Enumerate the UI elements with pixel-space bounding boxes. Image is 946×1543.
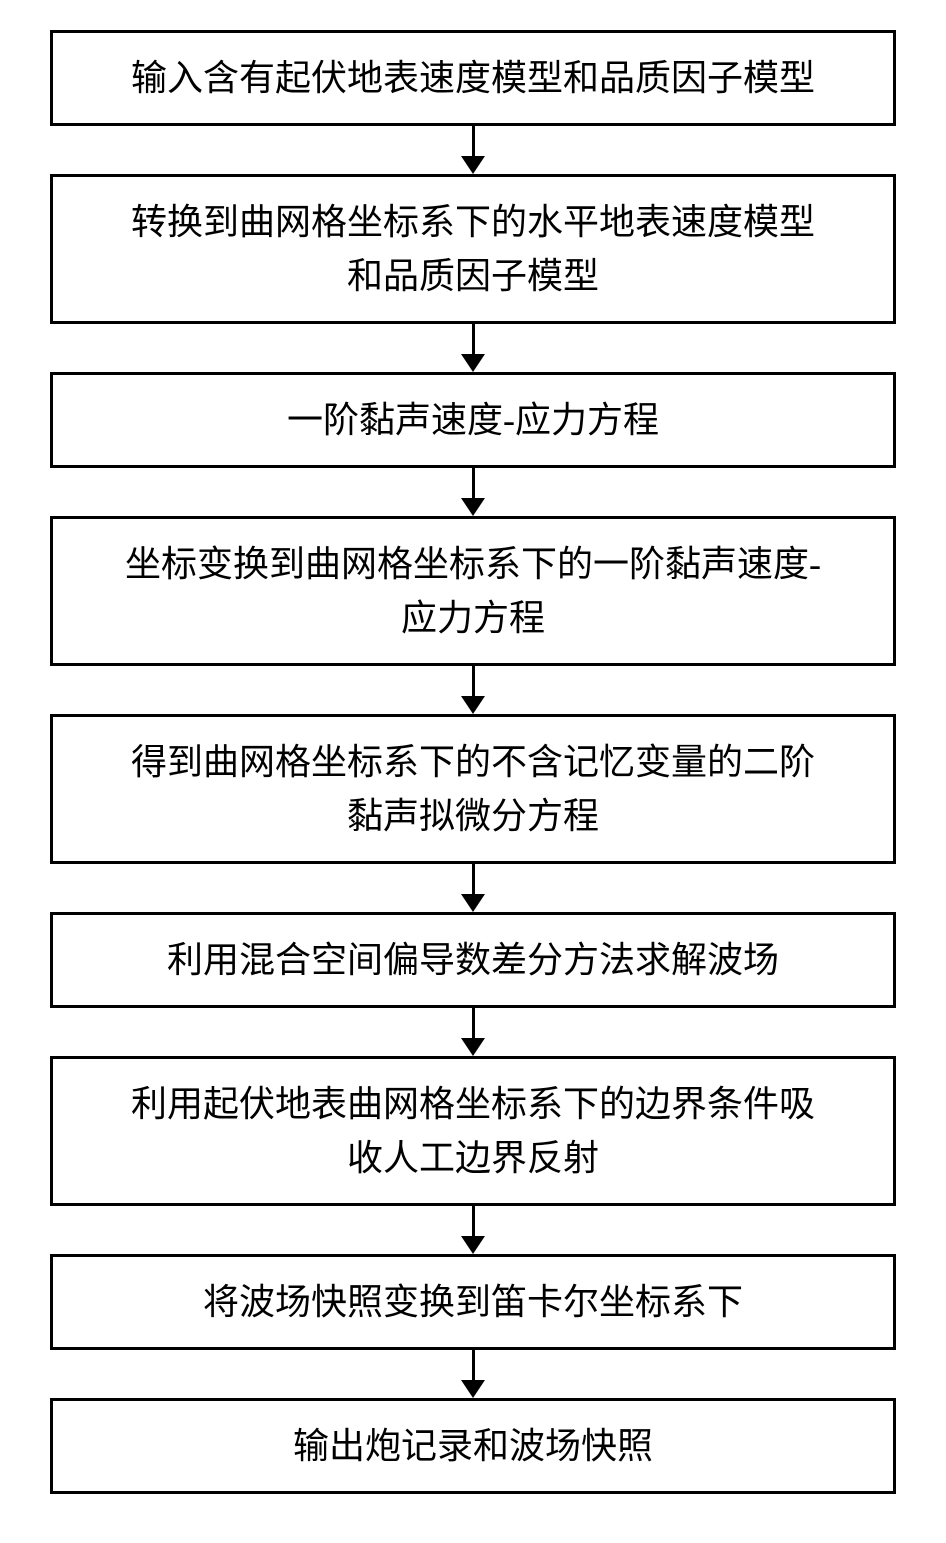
arrow-down-icon <box>461 666 485 714</box>
box-text: 坐标变换到曲网格坐标系下的一阶黏声速度- 应力方程 <box>125 537 821 645</box>
box-text: 得到曲网格坐标系下的不含记忆变量的二阶 黏声拟微分方程 <box>131 735 815 843</box>
arrow-line <box>472 666 475 696</box>
arrow-head <box>461 354 485 372</box>
arrow-line <box>472 1206 475 1236</box>
arrow-down-icon <box>461 1008 485 1056</box>
flowchart-box: 输出炮记录和波场快照 <box>50 1398 896 1494</box>
arrow-line <box>472 468 475 498</box>
box-text: 将波场快照变换到笛卡尔坐标系下 <box>203 1275 743 1329</box>
arrow-line <box>472 1350 475 1380</box>
flowchart-container: 输入含有起伏地表速度模型和品质因子模型 转换到曲网格坐标系下的水平地表速度模型 … <box>50 30 896 1494</box>
arrow-head <box>461 1236 485 1254</box>
box-text: 输入含有起伏地表速度模型和品质因子模型 <box>131 51 815 105</box>
arrow-head <box>461 498 485 516</box>
arrow-line <box>472 864 475 894</box>
arrow-head <box>461 156 485 174</box>
box-text: 利用起伏地表曲网格坐标系下的边界条件吸 收人工边界反射 <box>131 1077 815 1185</box>
arrow-line <box>472 126 475 156</box>
flowchart-box: 一阶黏声速度-应力方程 <box>50 372 896 468</box>
flowchart-box: 利用起伏地表曲网格坐标系下的边界条件吸 收人工边界反射 <box>50 1056 896 1206</box>
arrow-head <box>461 894 485 912</box>
arrow-head <box>461 696 485 714</box>
flowchart-box: 输入含有起伏地表速度模型和品质因子模型 <box>50 30 896 126</box>
flowchart-box: 将波场快照变换到笛卡尔坐标系下 <box>50 1254 896 1350</box>
flowchart-box: 坐标变换到曲网格坐标系下的一阶黏声速度- 应力方程 <box>50 516 896 666</box>
arrow-line <box>472 324 475 354</box>
arrow-down-icon <box>461 864 485 912</box>
box-text: 转换到曲网格坐标系下的水平地表速度模型 和品质因子模型 <box>131 195 815 303</box>
arrow-down-icon <box>461 1350 485 1398</box>
arrow-down-icon <box>461 126 485 174</box>
flowchart-box: 得到曲网格坐标系下的不含记忆变量的二阶 黏声拟微分方程 <box>50 714 896 864</box>
flowchart-box: 利用混合空间偏导数差分方法求解波场 <box>50 912 896 1008</box>
arrow-head <box>461 1380 485 1398</box>
arrow-down-icon <box>461 468 485 516</box>
arrow-head <box>461 1038 485 1056</box>
arrow-down-icon <box>461 324 485 372</box>
box-text: 输出炮记录和波场快照 <box>293 1419 653 1473</box>
box-text: 利用混合空间偏导数差分方法求解波场 <box>167 933 779 987</box>
flowchart-box: 转换到曲网格坐标系下的水平地表速度模型 和品质因子模型 <box>50 174 896 324</box>
arrow-line <box>472 1008 475 1038</box>
box-text: 一阶黏声速度-应力方程 <box>287 393 659 447</box>
arrow-down-icon <box>461 1206 485 1254</box>
